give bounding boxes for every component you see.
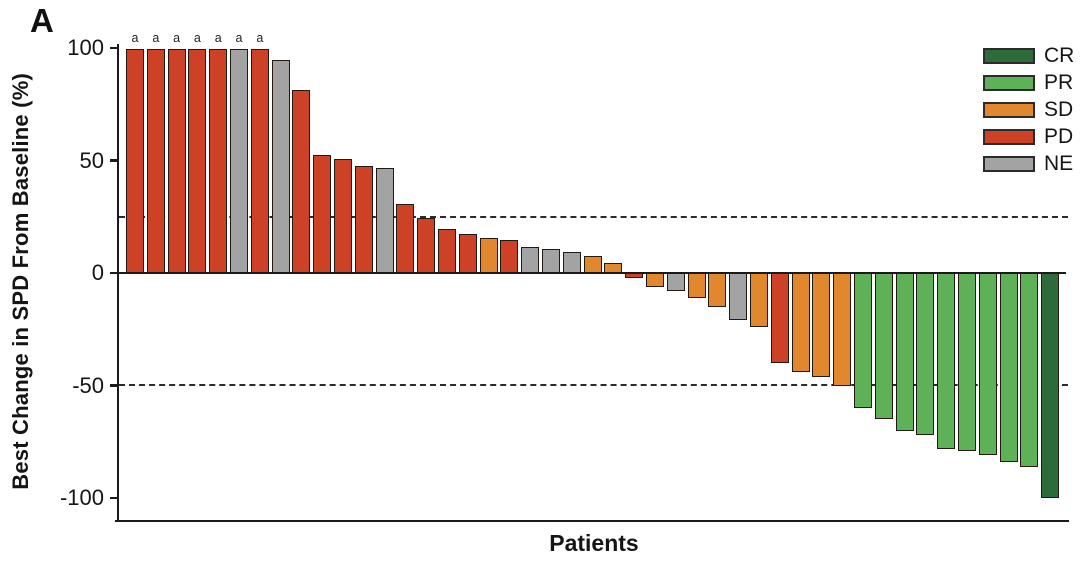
bar-patient-43-pr [999, 273, 1018, 462]
bar-patient-18-sd [479, 238, 498, 274]
y-axis-line [116, 44, 119, 522]
bar-patient-1-pd [126, 49, 144, 274]
y-axis-title: Best Change in SPD From Baseline (%) [0, 40, 42, 522]
bar-patient-33-sd [791, 273, 810, 372]
legend-swatch-ne [983, 155, 1035, 172]
bar-patient-38-pr [895, 273, 914, 431]
bar-patient-13-ne [375, 168, 394, 274]
y-tick-label: 0 [91, 260, 104, 285]
legend-label: PD [1044, 124, 1074, 148]
x-axis-title: Patients [549, 530, 639, 556]
x-axis-line [115, 519, 1069, 522]
y-tick-mark [110, 496, 117, 500]
bar-patient-11-pd [334, 159, 352, 274]
bar-patient-42-pr [978, 273, 997, 456]
bar-annotation: a [131, 31, 139, 45]
bar-annotation: a [256, 31, 264, 45]
bar-patient-30-ne [729, 273, 748, 321]
bar-patient-37-pr [874, 273, 893, 420]
y-axis-title-text: Best Change in SPD From Baseline (%) [8, 72, 33, 490]
bar-patient-10-pd [313, 154, 332, 274]
bar-annotation: a [173, 31, 181, 45]
legend-item-ne: NE [983, 150, 1074, 177]
y-tick-mark [110, 159, 117, 162]
bar-patient-17-pd [458, 233, 477, 274]
bar-patient-27-ne [666, 273, 685, 291]
legend-label: CR [1044, 43, 1075, 67]
bar-patient-44-pr [1020, 273, 1039, 467]
bar-patient-19-pd [500, 240, 519, 274]
legend-label: PR [1044, 70, 1074, 94]
bar-annotation: a [235, 31, 243, 45]
y-tick-label: 100 [67, 35, 104, 60]
legend-label: SD [1044, 97, 1074, 121]
bar-patient-45-cr [1041, 273, 1060, 498]
y-tick-mark [110, 46, 117, 50]
bar-patient-9-pd [292, 89, 311, 274]
bar-patient-41-pr [958, 273, 976, 451]
bar-patient-3-pd [167, 49, 186, 274]
bar-patient-40-pr [937, 273, 956, 449]
legend-swatch-pr [983, 74, 1035, 91]
bar-patient-36-pr [854, 273, 872, 408]
bar-patient-5-pd [209, 49, 228, 274]
legend-swatch-sd [983, 101, 1035, 118]
bar-patient-26-sd [646, 273, 664, 287]
y-tick-label: 50 [79, 147, 104, 173]
bar-patient-12-pd [354, 166, 373, 274]
legend-swatch-pd [983, 128, 1035, 145]
bar-patient-4-pd [188, 49, 207, 274]
bar-patient-20-ne [521, 247, 540, 274]
y-tick-label: -100 [59, 485, 104, 510]
bar-annotation: a [214, 31, 222, 45]
y-tick-mark [110, 384, 117, 387]
legend-label: NE [1044, 151, 1074, 175]
bar-annotation: a [193, 31, 201, 45]
bar-patient-31-sd [750, 273, 768, 327]
panel-label: A [30, 2, 54, 39]
bar-patient-39-pr [916, 273, 935, 435]
bar-patient-15-pd [417, 217, 436, 274]
bar-patient-7-pd [250, 49, 269, 274]
legend-swatch-cr [983, 47, 1035, 64]
legend-item-cr: CR [983, 42, 1074, 69]
legend: CR PR SD PD NE [983, 42, 1074, 177]
bar-patient-8-ne [271, 60, 290, 274]
bar-patient-35-sd [833, 273, 852, 386]
bar-patient-2-pd [146, 49, 165, 274]
bar-patient-21-ne [542, 249, 560, 274]
bar-patient-28-sd [687, 273, 706, 298]
bar-patient-22-ne [562, 251, 581, 274]
bar-annotation: a [152, 31, 160, 45]
bar-patient-14-pd [396, 204, 415, 274]
y-tick-label: -50 [72, 372, 104, 398]
legend-item-pd: PD [983, 123, 1074, 150]
y-tick-mark [110, 271, 117, 275]
zero-baseline [119, 271, 1066, 275]
reference-line--50 [119, 384, 1068, 387]
bar-patient-29-sd [708, 273, 727, 307]
legend-item-sd: SD [983, 96, 1074, 123]
bar-patient-32-pd [770, 273, 789, 363]
bar-patient-6-ne [230, 49, 248, 274]
legend-item-pr: PR [983, 69, 1074, 96]
bar-patient-34-sd [812, 273, 831, 377]
bar-patient-16-pd [438, 229, 456, 274]
reference-line-25 [119, 215, 1068, 218]
